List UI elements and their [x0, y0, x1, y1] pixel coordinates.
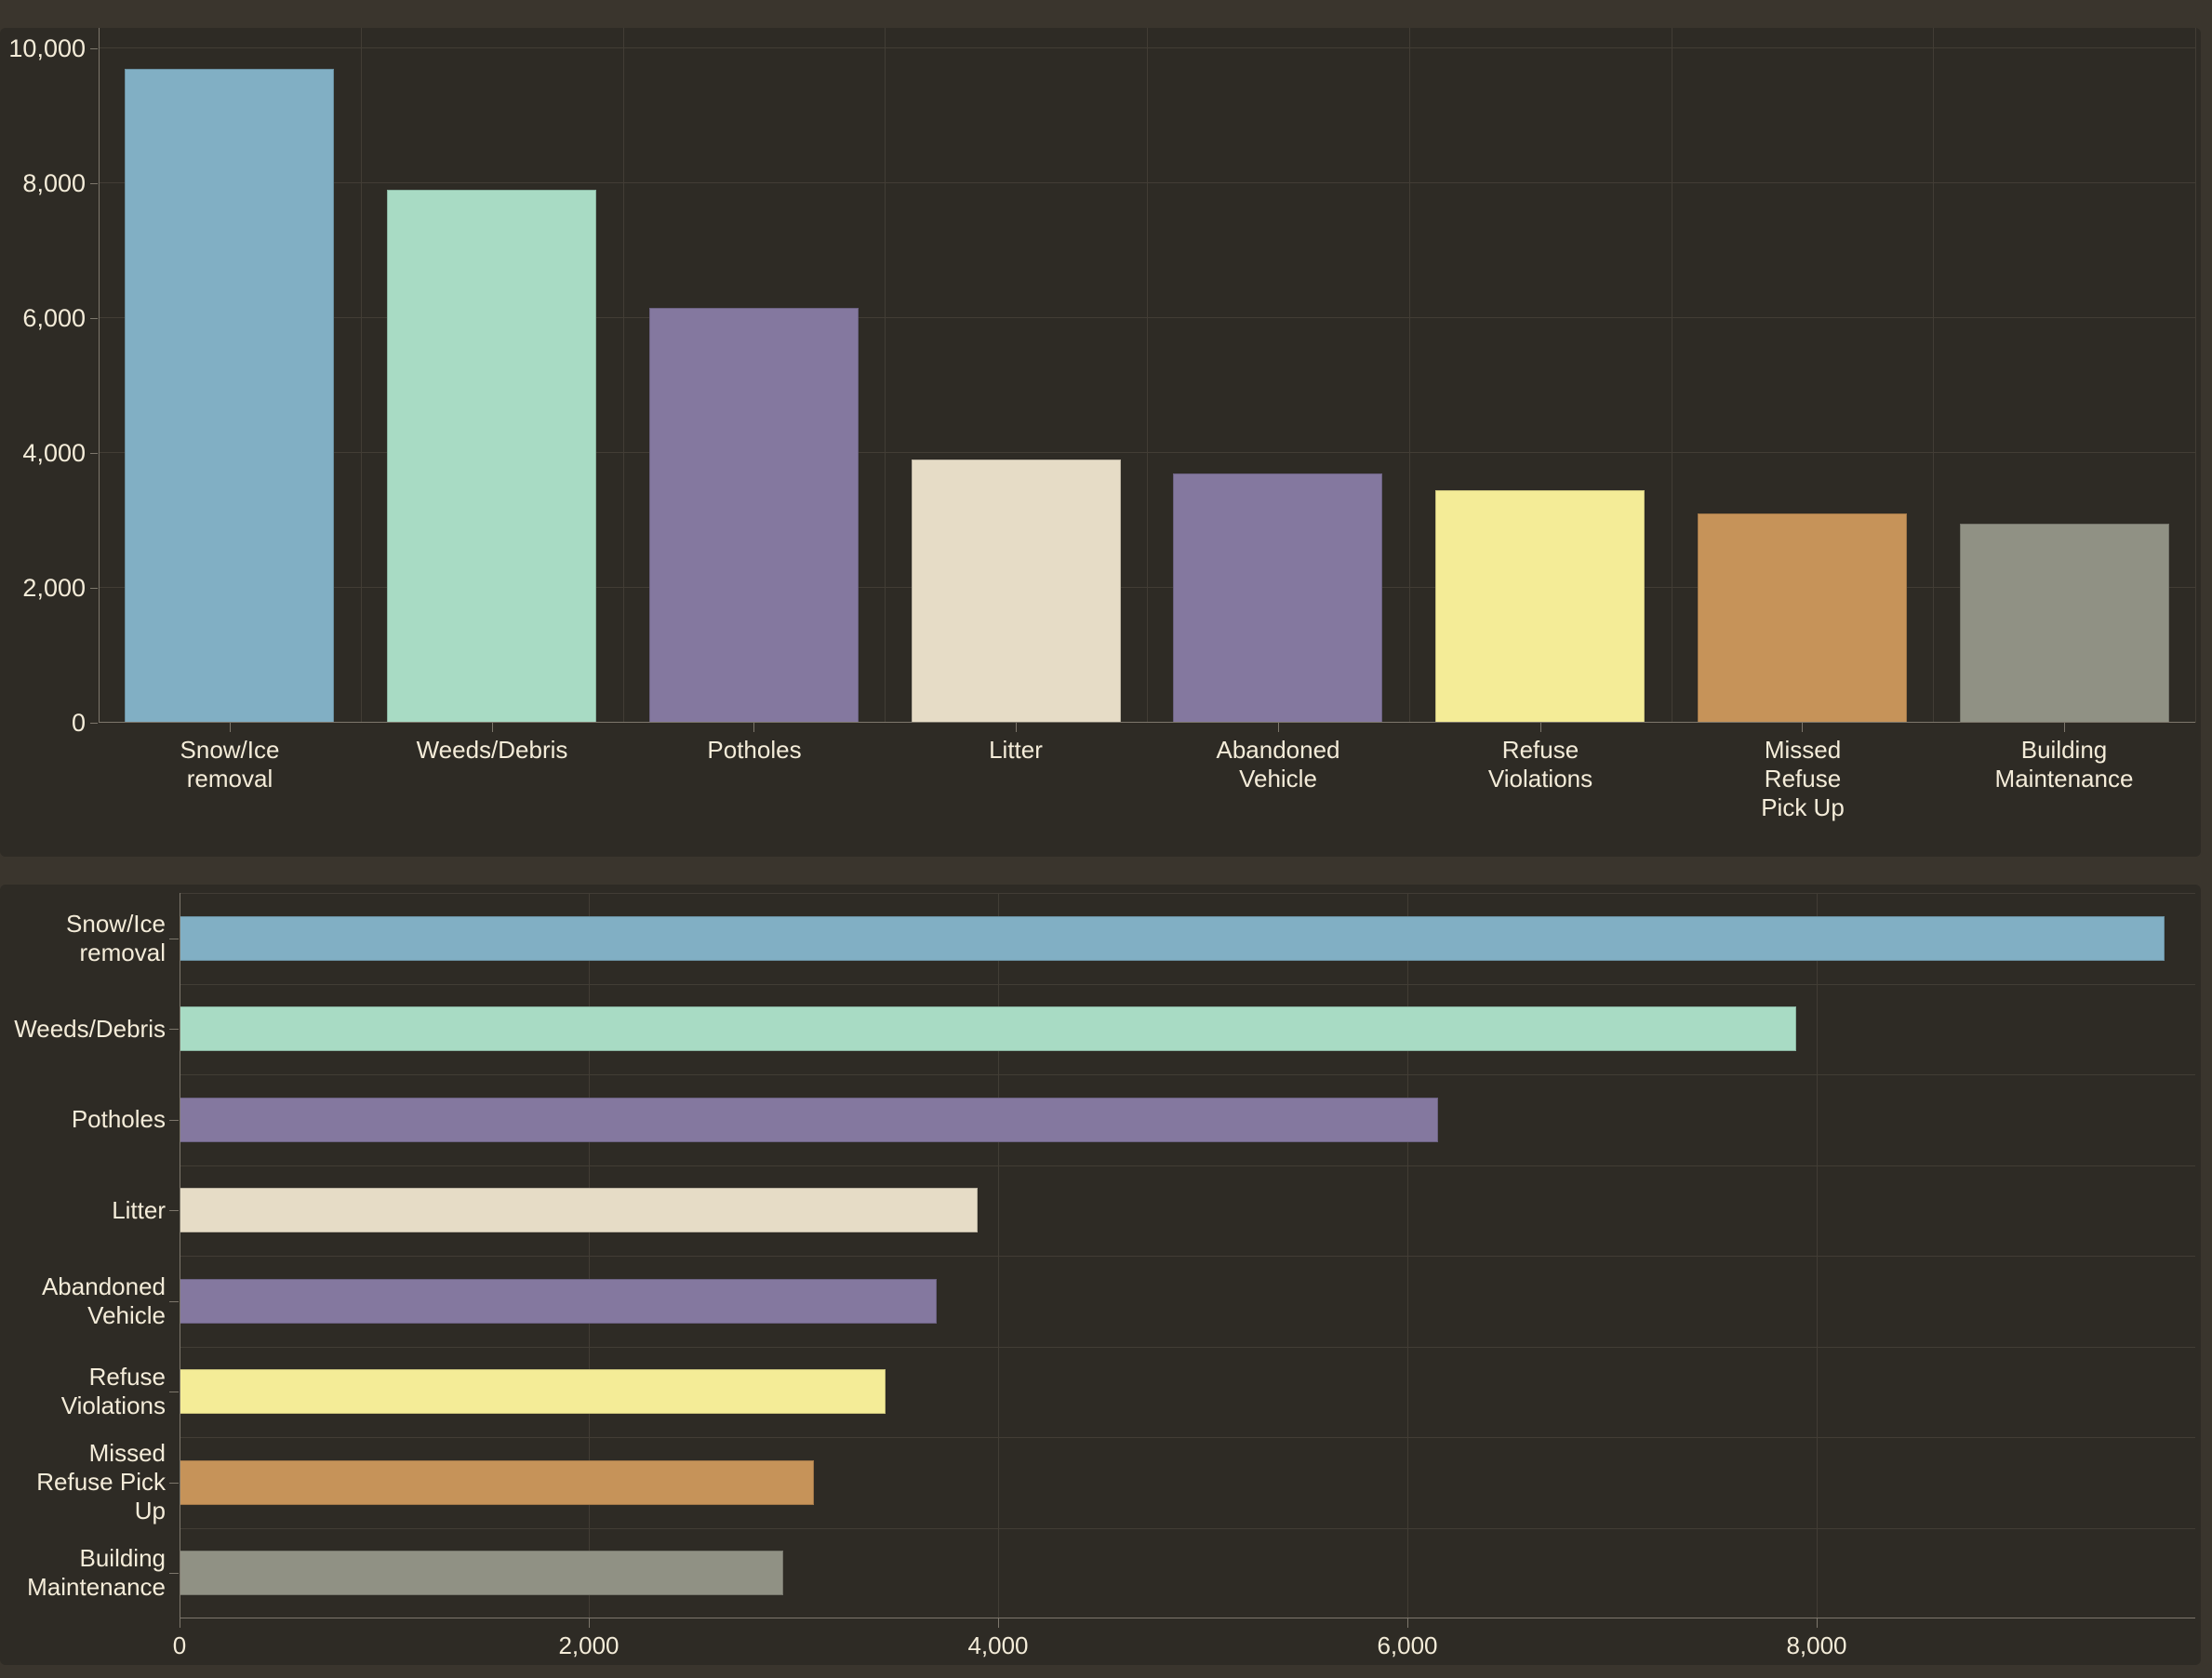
- bar-snow-ice-removal[interactable]: [125, 69, 334, 723]
- x-axis-tick: [589, 1618, 590, 1628]
- category-label-weeds-debris: Weeds/Debris: [14, 1015, 166, 1043]
- category-label-snow-ice-removal: Snow/Ice removal: [180, 736, 280, 792]
- category-gridline: [180, 1347, 2195, 1348]
- category-gridline: [180, 1165, 2195, 1166]
- x-axis-tick: [492, 723, 493, 732]
- y-axis-tick: [90, 723, 98, 724]
- category-label-refuse-violations: Refuse Violations: [1487, 736, 1593, 792]
- y-axis-tick: [169, 1301, 179, 1302]
- x-axis-tick: [1278, 723, 1279, 732]
- y-axis-tick-label: 0: [71, 709, 86, 737]
- category-label-snow-ice-removal: Snow/Ice removal: [66, 910, 166, 966]
- category-label-missed-refuse-pick-up: Missed Refuse Pick Up: [36, 1439, 166, 1525]
- y-axis-tick: [169, 1029, 179, 1030]
- y-axis-tick: [90, 183, 98, 184]
- x-axis-tick: [998, 1618, 999, 1628]
- category-gridline: [1933, 28, 1934, 723]
- bar-building-maintenance[interactable]: [180, 1551, 783, 1595]
- x-axis-tick: [1016, 723, 1017, 732]
- y-axis-tick-label: 2,000: [22, 574, 86, 602]
- horizontal-chart-plot-area: [180, 893, 2195, 1618]
- horizontal-bar-chart-panel: Snow/Ice removal Weeds/Debris Potholes Litt…: [0, 885, 2201, 1665]
- y-axis-tick: [169, 1573, 179, 1574]
- y-axis-tick: [169, 1483, 179, 1484]
- category-gridline: [1147, 28, 1148, 723]
- category-label-missed-refuse-pick-up: Missed Refuse Pick Up: [1761, 736, 1845, 821]
- vertical-chart-plot-area: [99, 28, 2196, 723]
- category-gridline: [180, 984, 2195, 985]
- bar-missed-refuse-pick-up[interactable]: [1698, 513, 1907, 723]
- category-label-weeds-debris: Weeds/Debris: [416, 736, 568, 764]
- category-gridline: [2195, 28, 2196, 723]
- category-gridline: [1409, 28, 1410, 723]
- bar-building-maintenance[interactable]: [1960, 524, 2169, 723]
- x-axis-tick-label: 2,000: [558, 1631, 620, 1659]
- bar-litter[interactable]: [180, 1188, 978, 1232]
- x-axis-tick: [1540, 723, 1541, 732]
- bar-weeds-debris[interactable]: [387, 190, 596, 723]
- category-gridline: [180, 893, 2195, 894]
- x-axis-tick-label: 4,000: [967, 1631, 1029, 1659]
- y-axis-tick: [90, 318, 98, 319]
- category-gridline: [623, 28, 624, 723]
- y-axis-tick: [169, 1120, 179, 1121]
- category-gridline: [180, 1256, 2195, 1257]
- y-axis-tick-label: 6,000: [22, 304, 86, 332]
- y-axis-tick-label: 10,000: [8, 34, 86, 62]
- category-label-litter: Litter: [112, 1196, 166, 1224]
- bar-potholes[interactable]: [649, 308, 859, 723]
- category-gridline: [180, 1074, 2195, 1075]
- category-gridline: [180, 1437, 2195, 1438]
- bar-refuse-violations[interactable]: [1435, 490, 1645, 723]
- bar-litter[interactable]: [912, 459, 1121, 723]
- y-axis-tick: [90, 48, 98, 49]
- x-axis-tick: [1407, 1618, 1408, 1628]
- x-axis-tick-label: 8,000: [1786, 1631, 1847, 1659]
- category-label-refuse-violations: Refuse Violations: [60, 1363, 166, 1419]
- bar-abandoned-vehicle[interactable]: [180, 1279, 937, 1324]
- category-label-potholes: Potholes: [71, 1105, 166, 1133]
- category-label-abandoned-vehicle: Abandoned Vehicle: [41, 1272, 166, 1329]
- bar-refuse-violations[interactable]: [180, 1369, 886, 1414]
- y-axis-tick: [169, 1210, 179, 1211]
- x-axis-tick: [2064, 723, 2065, 732]
- y-axis-tick-label: 8,000: [22, 169, 86, 197]
- x-axis-tick: [1802, 723, 1803, 732]
- category-gridline: [361, 28, 362, 723]
- bar-missed-refuse-pick-up[interactable]: [180, 1460, 814, 1505]
- category-gridline: [180, 1528, 2195, 1529]
- x-axis-line: [99, 722, 2195, 723]
- x-axis-tick: [230, 723, 231, 732]
- y-axis-tick: [90, 453, 98, 454]
- category-gridline: [885, 28, 886, 723]
- category-label-potholes: Potholes: [707, 736, 802, 764]
- bar-weeds-debris[interactable]: [180, 1006, 1796, 1051]
- category-label-building-maintenance: Building Maintenance: [27, 1544, 166, 1601]
- x-axis-tick: [1817, 1618, 1818, 1628]
- y-axis-line: [99, 28, 100, 723]
- x-axis-tick-label: 6,000: [1377, 1631, 1438, 1659]
- x-axis-tick-label: 0: [172, 1631, 187, 1659]
- category-label-litter: Litter: [989, 736, 1043, 764]
- bar-potholes[interactable]: [180, 1098, 1438, 1142]
- vertical-bar-chart-panel: 0 2,000 4,000 6,000 8,000 10,000 Snow/Ice remo…: [0, 28, 2201, 857]
- category-label-building-maintenance: Building Maintenance: [1994, 736, 2134, 792]
- bar-snow-ice-removal[interactable]: [180, 916, 2165, 961]
- x-axis-tick: [753, 723, 754, 732]
- y-axis-tick: [90, 588, 98, 589]
- y-axis-tick-label: 4,000: [22, 439, 86, 467]
- bar-abandoned-vehicle[interactable]: [1173, 473, 1382, 723]
- category-label-abandoned-vehicle: Abandoned Vehicle: [1216, 736, 1340, 792]
